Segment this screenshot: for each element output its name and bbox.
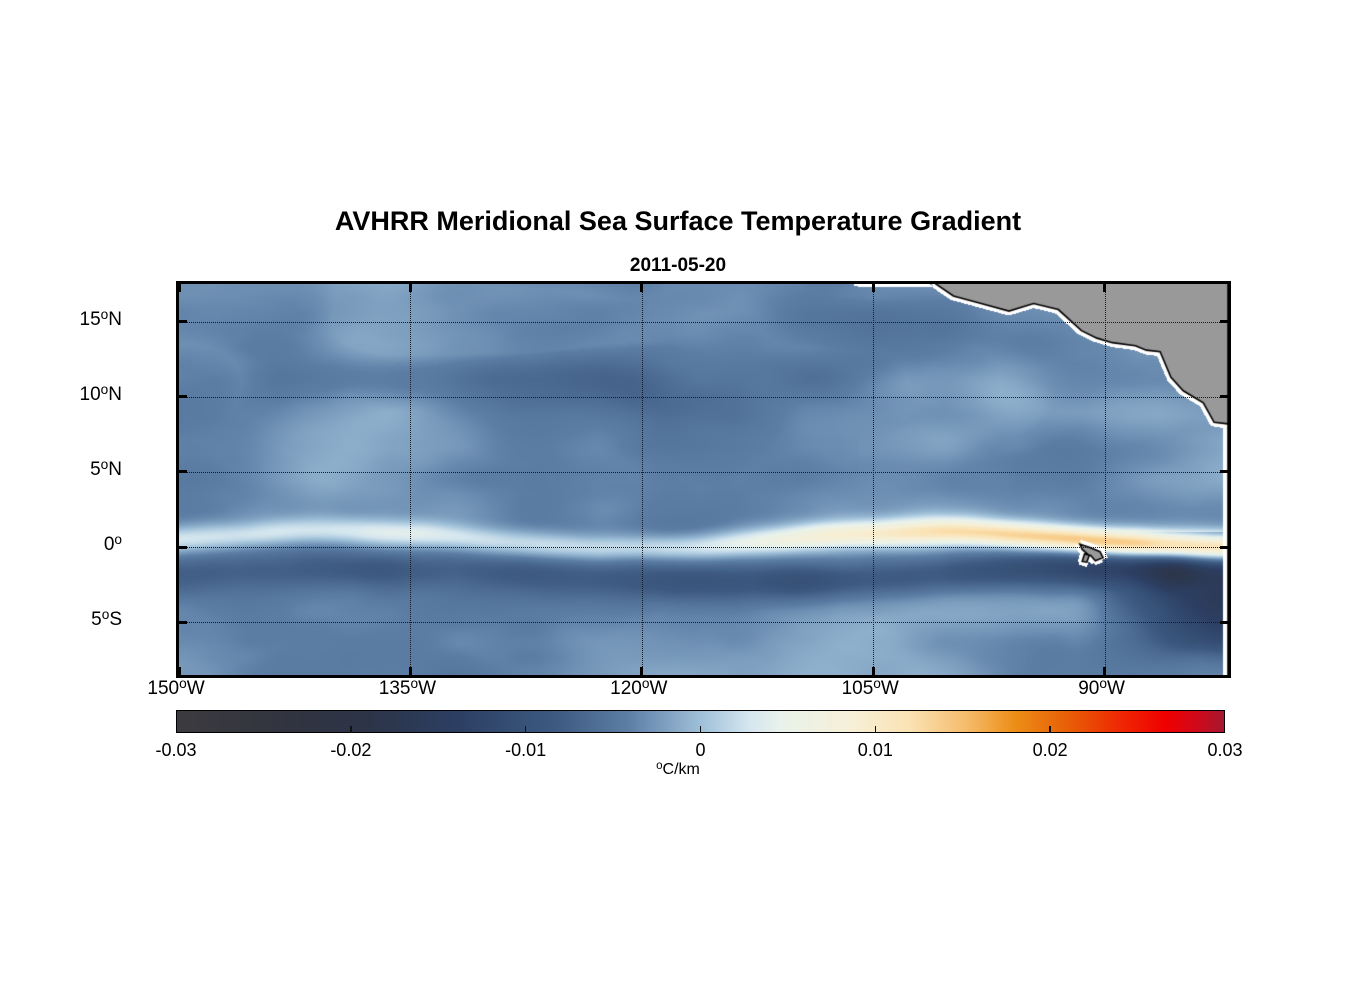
degree-symbol: o (641, 676, 650, 691)
colorbar-tick-label: 0.01 (857, 740, 893, 760)
degree-symbol: o (873, 676, 881, 691)
degree-symbol: o (179, 676, 187, 691)
degree-symbol: o (410, 676, 419, 691)
x-tick-top (640, 281, 644, 292)
sst-gradient-heatmap (179, 284, 1228, 675)
page-title: AVHRR Meridional Sea Surface Temperature… (334, 206, 1022, 236)
y-axis-tick-label: 5oS (91, 607, 122, 631)
x-tick-top (408, 281, 412, 292)
degree-symbol: o (100, 456, 109, 472)
x-axis-tick-label: 90oW (1078, 676, 1125, 700)
x-tick (640, 667, 644, 678)
colorbar-tick (874, 726, 877, 733)
colorbar-tick-label: -0.01 (505, 740, 547, 760)
x-tick-top (177, 281, 181, 292)
y-tick (176, 545, 187, 549)
y-tick-right (1220, 620, 1231, 624)
y-tick (176, 395, 187, 399)
y-tick (176, 470, 187, 474)
x-tick (871, 667, 875, 678)
colorbar-units-label: oC/km (656, 760, 700, 779)
x-axis-tick-label: 105oW (841, 676, 899, 700)
y-axis-tick-label: 0o (103, 532, 122, 556)
x-tick (1103, 667, 1107, 678)
x-tick (408, 667, 412, 678)
y-axis-tick-label: 5oN (90, 456, 122, 481)
colorbar-tick (350, 726, 352, 733)
degree-symbol: o (1099, 676, 1107, 691)
degree-symbol: o (114, 532, 122, 548)
y-axis-tick-label: 10oN (79, 381, 122, 405)
x-axis-tick-label: 135oW (378, 676, 437, 700)
y-tick (176, 320, 187, 324)
x-axis-tick-label: 150oW (147, 676, 205, 700)
colorbar-tick-label: 0.02 (1032, 740, 1068, 760)
colorbar-tick (699, 726, 702, 733)
y-tick-right (1220, 395, 1231, 399)
degree-symbol: o (100, 381, 109, 397)
colorbar-tick-label: -0.02 (330, 740, 372, 760)
y-tick-right (1220, 320, 1231, 324)
x-tick-top (871, 281, 875, 292)
map-plot-area (176, 281, 1231, 678)
colorbar (176, 710, 1225, 733)
degree-symbol: o (101, 607, 110, 623)
degree-symbol: o (656, 760, 663, 772)
y-tick (176, 620, 187, 624)
x-tick-top (1103, 281, 1107, 292)
x-tick (177, 667, 181, 678)
y-tick-right (1220, 545, 1231, 549)
colorbar-tick-label: -0.03 (155, 740, 197, 760)
x-axis-tick-label: 120oW (610, 676, 668, 700)
colorbar-tick (1049, 726, 1051, 733)
colorbar-tick-label: 0.03 (1207, 740, 1243, 760)
y-tick-right (1220, 470, 1231, 474)
degree-symbol: o (100, 306, 109, 322)
y-axis-tick-label: 15oN (79, 306, 122, 330)
colorbar-tick-label: 0 (695, 740, 706, 760)
colorbar-tick (524, 726, 527, 733)
chart-subtitle-date: 2011-05-20 (629, 255, 727, 276)
